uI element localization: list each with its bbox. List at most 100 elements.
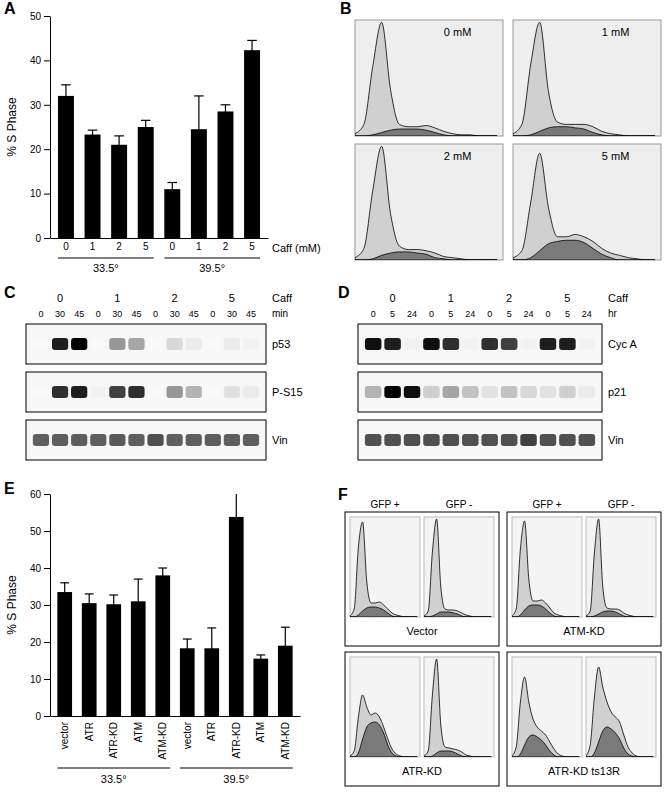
y-tick-label: 30	[30, 100, 42, 111]
y-tick-label: 10	[30, 188, 42, 199]
x-tick-label: ATM	[255, 722, 266, 742]
band	[33, 434, 49, 446]
y-tick-label: 20	[30, 144, 42, 155]
time-label: 0	[545, 309, 550, 319]
x-tick-label: 1	[90, 241, 96, 252]
group-bracket	[180, 768, 293, 769]
band	[109, 434, 125, 446]
group-label: 1	[114, 292, 120, 304]
y-tick: 0	[35, 711, 50, 722]
time-label: 45	[74, 309, 84, 319]
x-tick: 1	[196, 238, 202, 252]
error-bar-cap	[281, 627, 290, 628]
bar	[138, 127, 154, 238]
plot-frame	[355, 20, 503, 136]
time-label: 5	[390, 309, 395, 319]
band	[520, 386, 537, 398]
histogram-panel: FGFP +GFP -VectorGFP +GFP -ATM-KDATR-KDA…	[338, 486, 661, 786]
x-tick: ATR	[84, 716, 95, 741]
group-label: 39.5°	[223, 773, 249, 785]
group-label: 33.5°	[93, 262, 119, 274]
y-tick-label: 50	[30, 11, 42, 22]
s-phase-fit	[586, 611, 653, 617]
y-tick-label: 50	[30, 526, 42, 537]
error-bar-cap	[109, 594, 118, 595]
histogram	[355, 22, 497, 136]
band	[520, 434, 537, 446]
x-tick-label: ATM-KD	[280, 722, 291, 760]
histogram	[512, 521, 579, 617]
band	[90, 434, 106, 446]
treatment-label: Caff	[272, 292, 293, 304]
error-bar-stem	[119, 136, 120, 154]
blot-frame	[26, 420, 266, 460]
y-tick: 30	[30, 100, 50, 111]
y-tick-label: 40	[30, 563, 42, 574]
figure: A010203040500125012533.5°39.5°Caff (mM)%…	[0, 0, 671, 792]
error-bar-cap	[114, 135, 124, 136]
histogram-total	[586, 667, 653, 757]
y-tick-mark	[44, 605, 50, 606]
band	[167, 434, 183, 446]
panel-box	[507, 512, 661, 646]
error-bar	[85, 594, 94, 613]
panel-label: 0 mM	[444, 26, 472, 38]
error-bar	[61, 85, 71, 107]
band	[71, 386, 87, 398]
band	[186, 386, 202, 398]
x-tick-label: ATR	[84, 722, 95, 741]
bar	[57, 592, 72, 716]
error-bar-cap	[183, 638, 192, 639]
y-tick-label: 30	[30, 600, 42, 611]
band	[109, 338, 125, 350]
band	[33, 338, 49, 350]
band	[559, 386, 576, 398]
error-bar	[232, 494, 241, 543]
row-label: Cyc A	[608, 338, 637, 350]
s-phase-fit	[512, 605, 579, 617]
x-tick-label: ATM	[133, 722, 144, 742]
blot-frame	[358, 324, 602, 364]
x-axis-title: Caff (mM)	[272, 242, 321, 254]
x-axis-line	[51, 716, 301, 717]
band	[384, 434, 401, 446]
error-bar	[114, 136, 124, 154]
error-bar-stem	[172, 183, 173, 196]
band	[205, 386, 221, 398]
y-tick: 20	[30, 637, 50, 648]
error-bar-cap	[88, 130, 98, 131]
panel-box	[507, 652, 661, 786]
y-axis: 01020304050	[30, 11, 51, 244]
x-axis: 01250125	[51, 238, 269, 252]
band	[481, 434, 498, 446]
x-tick-label: ATR-KD	[108, 722, 119, 758]
error-bar	[281, 627, 290, 664]
y-tick-mark	[44, 194, 50, 195]
error-bar-stem	[225, 105, 226, 118]
band	[404, 434, 421, 446]
band	[52, 434, 68, 446]
time-label: 24	[465, 309, 475, 319]
band	[443, 338, 460, 350]
x-tick: 2	[223, 238, 229, 252]
y-tick: 40	[30, 563, 50, 574]
band	[559, 434, 576, 446]
panel-label: 2 mM	[444, 150, 472, 162]
band	[243, 434, 259, 446]
column-header: GFP +	[533, 499, 562, 510]
error-bar	[221, 105, 231, 118]
y-tick-mark	[44, 105, 50, 106]
panel-label: 5 mM	[602, 150, 630, 162]
bands	[365, 338, 595, 350]
x-tick: ATM-KD	[157, 716, 168, 760]
band	[224, 338, 240, 350]
bands	[365, 386, 595, 398]
error-bar-cap	[207, 627, 216, 628]
histogram-total	[586, 519, 653, 617]
band	[71, 434, 87, 446]
band	[365, 386, 382, 398]
band	[579, 434, 596, 446]
band	[167, 386, 183, 398]
y-tick-mark	[44, 642, 50, 643]
error-bar-cap	[134, 578, 143, 579]
